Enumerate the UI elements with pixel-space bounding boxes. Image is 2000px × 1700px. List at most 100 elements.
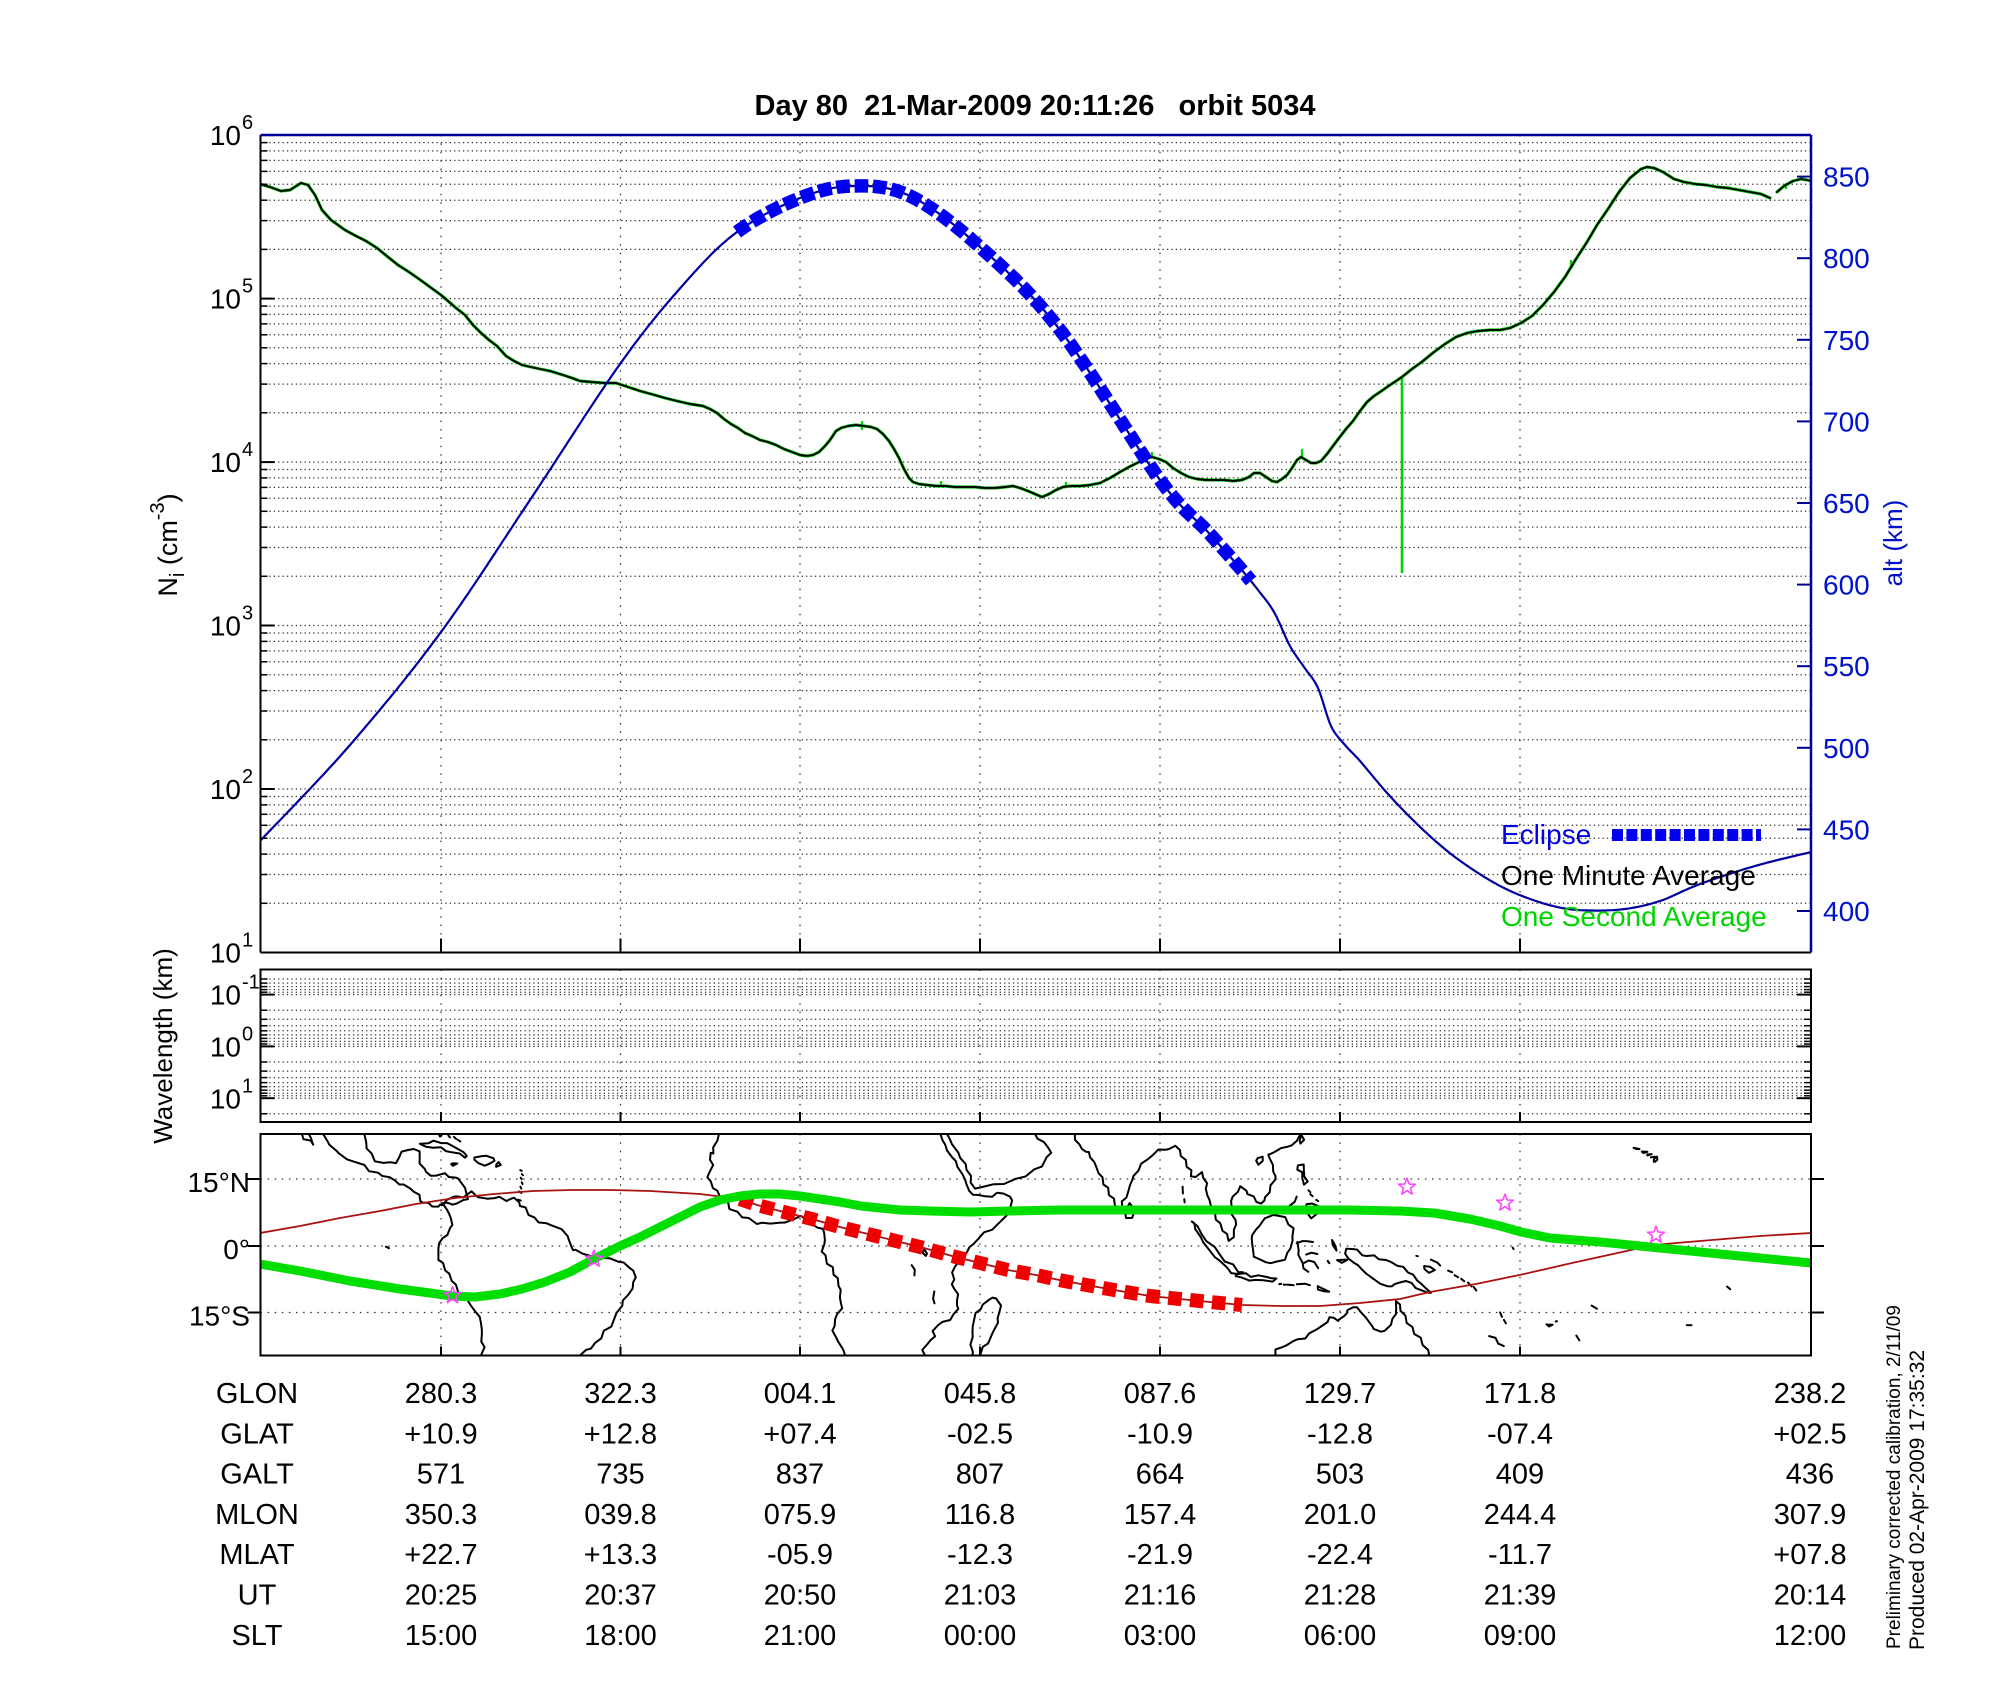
svg-text:6: 6: [242, 112, 253, 134]
svg-text:800: 800: [1823, 243, 1870, 274]
svg-text:850: 850: [1823, 162, 1870, 193]
svg-text:20:50: 20:50: [764, 1580, 837, 1612]
svg-text:500: 500: [1823, 733, 1870, 764]
svg-text:307.9: 307.9: [1774, 1499, 1847, 1531]
svg-text:045.8: 045.8: [944, 1378, 1017, 1410]
svg-text:750: 750: [1823, 325, 1870, 356]
svg-text:+07.8: +07.8: [1773, 1539, 1846, 1571]
svg-text:238.2: 238.2: [1774, 1378, 1847, 1410]
svg-text:10: 10: [210, 774, 241, 805]
svg-text:-21.9: -21.9: [1127, 1539, 1193, 1571]
svg-text:+12.8: +12.8: [584, 1418, 657, 1450]
svg-text:One Second Average: One Second Average: [1501, 901, 1767, 932]
svg-text:-11.7: -11.7: [1488, 1539, 1552, 1571]
svg-text:4: 4: [242, 439, 253, 461]
svg-text:039.8: 039.8: [584, 1499, 657, 1531]
svg-text:00:00: 00:00: [944, 1620, 1017, 1652]
svg-text:-05.9: -05.9: [767, 1539, 833, 1571]
svg-text:280.3: 280.3: [405, 1378, 478, 1410]
svg-text:15°N: 15°N: [187, 1167, 250, 1198]
svg-text:10: 10: [210, 1031, 241, 1062]
svg-text:-12.3: -12.3: [947, 1539, 1013, 1571]
svg-text:650: 650: [1823, 488, 1870, 519]
svg-text:alt (km): alt (km): [1878, 500, 1908, 587]
svg-text:-02.5: -02.5: [947, 1418, 1013, 1450]
svg-text:400: 400: [1823, 896, 1870, 927]
svg-text:409: 409: [1496, 1459, 1544, 1491]
svg-text:06:00: 06:00: [1304, 1620, 1377, 1652]
svg-text:-1: -1: [242, 972, 260, 994]
svg-text:171.8: 171.8: [1484, 1378, 1557, 1410]
svg-text:20:37: 20:37: [584, 1580, 657, 1612]
svg-text:322.3: 322.3: [584, 1378, 657, 1410]
svg-text:21:00: 21:00: [764, 1620, 837, 1652]
svg-text:201.0: 201.0: [1304, 1499, 1377, 1531]
svg-text:600: 600: [1823, 570, 1870, 601]
svg-text:0°: 0°: [223, 1234, 250, 1265]
svg-text:+22.7: +22.7: [404, 1539, 477, 1571]
svg-text:21:03: 21:03: [944, 1580, 1017, 1612]
svg-text:450: 450: [1823, 814, 1870, 845]
svg-text:503: 503: [1316, 1459, 1364, 1491]
svg-text:1: 1: [242, 1075, 253, 1097]
svg-text:20:14: 20:14: [1774, 1580, 1847, 1612]
svg-text:10: 10: [210, 284, 241, 315]
svg-text:350.3: 350.3: [405, 1499, 478, 1531]
svg-text:1: 1: [242, 930, 253, 952]
svg-text:Day 80 21-Mar-2009 20:11:26: Day 80 21-Mar-2009 20:11:26 orbit 5034: [755, 90, 1316, 122]
svg-text:Preliminary corrected calibrat: Preliminary corrected calibration, 2/11/…: [1884, 1305, 1905, 1649]
svg-text:157.4: 157.4: [1124, 1499, 1197, 1531]
svg-text:SLT: SLT: [231, 1620, 282, 1652]
svg-text:004.1: 004.1: [764, 1378, 837, 1410]
svg-text:GLAT: GLAT: [220, 1418, 294, 1450]
svg-text:5: 5: [242, 276, 253, 298]
svg-text:21:16: 21:16: [1124, 1580, 1197, 1612]
svg-text:2: 2: [242, 766, 253, 788]
svg-text:+13.3: +13.3: [584, 1539, 657, 1571]
svg-text:10: 10: [210, 1083, 241, 1114]
svg-text:+10.9: +10.9: [404, 1418, 477, 1450]
svg-text:10: 10: [210, 611, 241, 642]
svg-text:Eclipse: Eclipse: [1501, 819, 1591, 850]
svg-text:-12.8: -12.8: [1307, 1418, 1373, 1450]
svg-text:MLAT: MLAT: [219, 1539, 294, 1571]
svg-text:Produced 02-Apr-2009 17:35:32: Produced 02-Apr-2009 17:35:32: [1906, 1350, 1929, 1650]
svg-text:129.7: 129.7: [1304, 1378, 1377, 1410]
svg-text:10: 10: [210, 120, 241, 151]
svg-text:571: 571: [417, 1459, 465, 1491]
svg-text:15°S: 15°S: [189, 1301, 250, 1332]
svg-text:436: 436: [1786, 1459, 1834, 1491]
svg-text:550: 550: [1823, 651, 1870, 682]
svg-text:21:39: 21:39: [1484, 1580, 1557, 1612]
svg-text:10: 10: [210, 980, 241, 1011]
svg-text:10: 10: [210, 938, 241, 969]
svg-text:15:00: 15:00: [405, 1620, 478, 1652]
svg-text:+02.5: +02.5: [1773, 1418, 1846, 1450]
svg-text:One Minute Average: One Minute Average: [1501, 860, 1756, 891]
svg-text:3: 3: [242, 603, 253, 625]
svg-text:12:00: 12:00: [1774, 1620, 1847, 1652]
svg-text:21:28: 21:28: [1304, 1580, 1377, 1612]
svg-text:087.6: 087.6: [1124, 1378, 1197, 1410]
svg-text:10: 10: [210, 447, 241, 478]
svg-text:+07.4: +07.4: [763, 1418, 836, 1450]
svg-text:Wavelength (km): Wavelength (km): [148, 948, 178, 1144]
svg-text:09:00: 09:00: [1484, 1620, 1557, 1652]
svg-text:807: 807: [956, 1459, 1004, 1491]
svg-text:UT: UT: [238, 1580, 277, 1612]
svg-text:20:25: 20:25: [405, 1580, 478, 1612]
svg-text:GLON: GLON: [216, 1378, 298, 1410]
svg-text:0: 0: [242, 1023, 253, 1045]
svg-text:664: 664: [1136, 1459, 1184, 1491]
svg-text:837: 837: [776, 1459, 824, 1491]
svg-text:244.4: 244.4: [1484, 1499, 1557, 1531]
svg-text:03:00: 03:00: [1124, 1620, 1197, 1652]
svg-text:18:00: 18:00: [584, 1620, 657, 1652]
svg-text:GALT: GALT: [220, 1459, 294, 1491]
svg-text:MLON: MLON: [215, 1499, 299, 1531]
svg-text:-07.4: -07.4: [1487, 1418, 1553, 1450]
svg-text:-10.9: -10.9: [1127, 1418, 1193, 1450]
svg-text:116.8: 116.8: [945, 1499, 1015, 1531]
svg-text:735: 735: [596, 1459, 644, 1491]
svg-text:700: 700: [1823, 406, 1870, 437]
